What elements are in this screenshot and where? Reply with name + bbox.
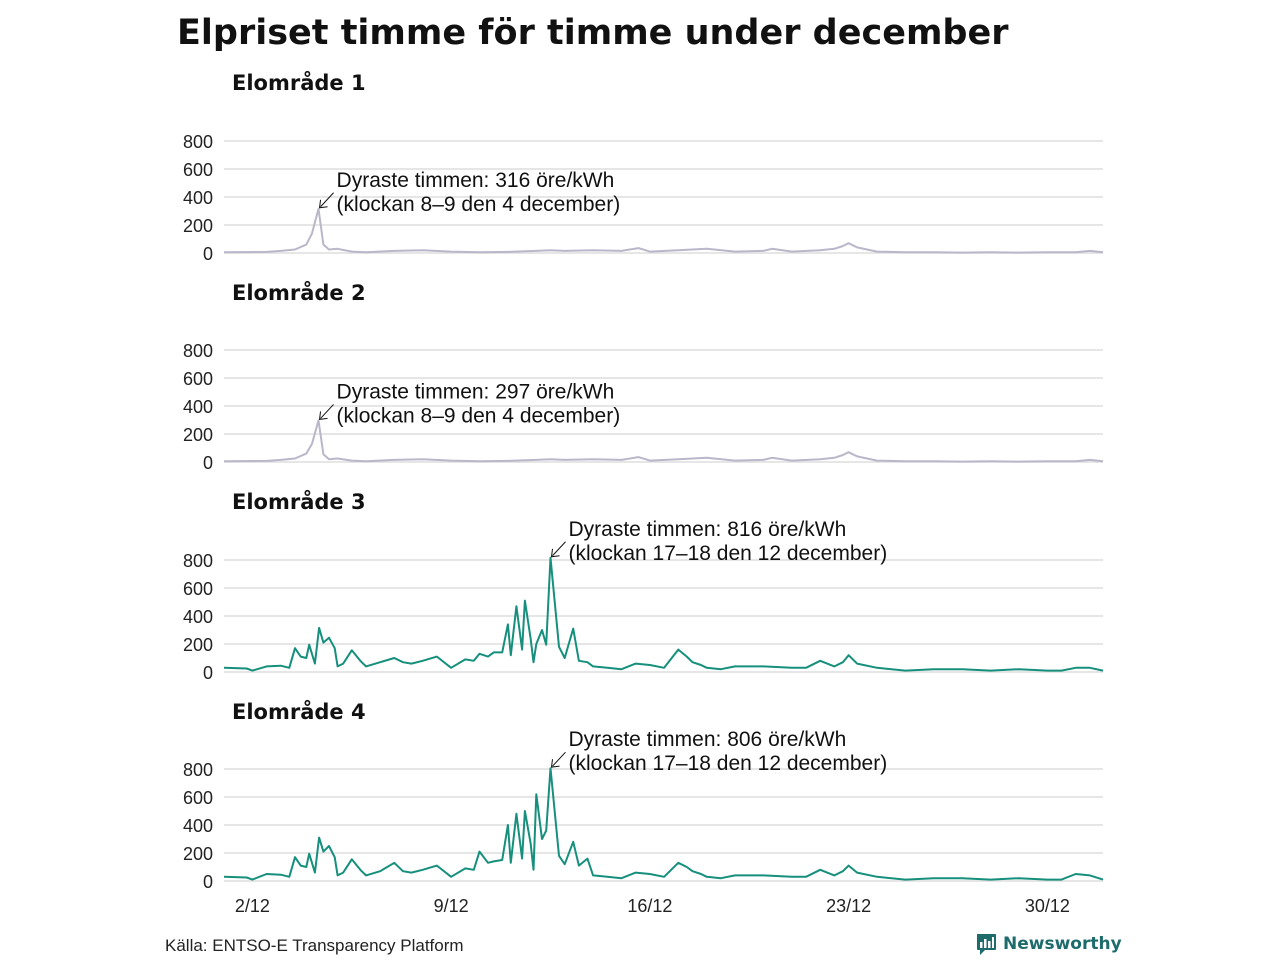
y-tick-label: 0 [203, 453, 213, 473]
y-tick-label: 200 [183, 635, 213, 655]
y-tick-label: 600 [183, 369, 213, 389]
panel-title: Elområde 3 [232, 489, 366, 514]
annotation-label: Dyraste timmen: 297 öre/kWh [337, 380, 615, 403]
annotation-arrow [552, 541, 566, 557]
annotation-arrowhead [318, 199, 328, 209]
y-tick-label: 200 [183, 425, 213, 445]
y-tick-label: 200 [183, 844, 213, 864]
y-tick-label: 400 [183, 816, 213, 836]
x-tick-label: 16/12 [627, 896, 672, 916]
price-line [223, 207, 1104, 254]
y-tick-label: 400 [183, 607, 213, 627]
annotation-arrowhead [550, 759, 560, 768]
y-tick-label: 0 [203, 663, 213, 683]
y-tick-label: 800 [183, 760, 213, 780]
y-tick-label: 400 [183, 188, 213, 208]
annotation-label: (klockan 8–9 den 4 december) [337, 193, 621, 216]
price-line [223, 767, 1104, 881]
y-tick-label: 0 [203, 244, 213, 264]
annotation-label: Dyraste timmen: 806 öre/kWh [569, 728, 847, 751]
panel-title: Elområde 4 [232, 699, 366, 724]
x-tick-label: 9/12 [434, 896, 469, 916]
y-tick-label: 0 [203, 872, 213, 892]
x-tick-label: 23/12 [826, 896, 871, 916]
y-tick-label: 600 [183, 579, 213, 599]
y-tick-label: 600 [183, 788, 213, 808]
y-tick-label: 200 [183, 216, 213, 236]
brand-name: Newsworthy [1003, 934, 1122, 954]
price-line [223, 556, 1104, 672]
y-tick-label: 800 [183, 551, 213, 571]
y-tick-label: 800 [183, 341, 213, 361]
x-tick-label: 30/12 [1025, 896, 1070, 916]
annotation-label: (klockan 17–18 den 12 december) [569, 542, 888, 565]
annotation-label: (klockan 8–9 den 4 december) [337, 404, 621, 427]
newsworthy-icon [977, 934, 996, 955]
annotation-arrow [320, 192, 334, 208]
y-tick-label: 800 [183, 132, 213, 152]
annotation-label: Dyraste timmen: 316 öre/kWh [337, 169, 615, 192]
panel-title: Elområde 2 [232, 280, 366, 305]
x-tick-label: 2/12 [235, 896, 270, 916]
y-tick-label: 400 [183, 397, 213, 417]
annotation-arrow [320, 404, 334, 419]
brand-logo: Newsworthy [975, 932, 1122, 956]
chart-title: Elpriset timme för timme under december [177, 13, 1009, 53]
annotation-arrowhead [550, 548, 560, 558]
price-line [223, 419, 1104, 463]
panel-title: Elområde 1 [232, 70, 366, 95]
annotation-arrow [552, 751, 566, 767]
source-note: Källa: ENTSO-E Transparency Platform [165, 936, 464, 955]
annotation-label: (klockan 17–18 den 12 december) [569, 752, 888, 775]
y-tick-label: 600 [183, 160, 213, 180]
annotation-label: Dyraste timmen: 816 öre/kWh [569, 518, 847, 541]
annotation-arrowhead [318, 411, 328, 420]
